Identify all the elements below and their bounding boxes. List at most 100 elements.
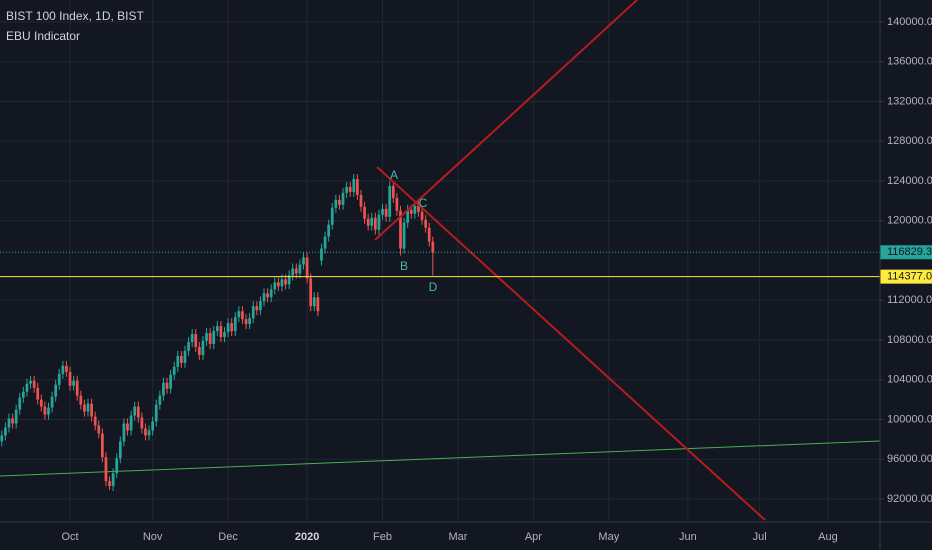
candle-body [172,366,176,375]
candle-body [0,435,4,442]
candle-body [165,382,169,389]
candle-body [32,380,36,388]
y-tick-label: 120000.00 [887,215,932,227]
y-tick-label: 96000.00 [887,453,932,465]
candle-body [320,248,323,261]
candle-body [97,425,101,434]
candle-body [363,206,366,219]
candle-body [4,427,7,436]
candle-body [241,311,244,320]
candle-body [420,211,424,220]
candle-body [255,306,259,311]
candle-body [402,222,406,249]
candle-body [316,297,320,312]
candle-body [75,380,79,396]
x-tick-label: Feb [373,531,392,543]
candle-body [269,289,273,298]
candle-body [305,257,309,279]
candle-body [373,217,377,230]
price-lines: 116829.39 114377.02 [0,245,932,284]
candle-body [162,382,165,396]
candle-body [86,403,90,412]
y-tick-label: 132000.00 [887,95,932,107]
candle-body [57,373,61,385]
candle-body [399,210,402,249]
annotation: A [390,168,398,182]
y-tick-label: 128000.00 [887,135,932,147]
candle-body [248,318,251,325]
candle-body [68,371,72,386]
candle-body [65,365,68,372]
candle-body [194,334,198,347]
candle-body [140,417,144,429]
candle-body [83,404,86,412]
y-tick-label: 140000.00 [887,16,932,28]
candle-body [18,397,22,410]
candle-body [226,323,230,333]
candle-body [384,208,388,217]
price-label: 114377.02 [887,271,932,283]
x-tick-label: Dec [218,531,238,543]
candle-body [197,346,201,355]
x-tick-label: 2020 [295,531,319,543]
candle-body [266,293,269,298]
candle-body [212,331,216,344]
candle-body [36,387,40,400]
candle-body [424,219,427,228]
annotation: B [400,259,408,273]
candle-body [395,197,399,211]
candle-body [21,391,25,398]
candle-body [183,350,187,363]
candle-body [370,217,374,226]
candle-body [136,406,140,418]
y-tick-label: 112000.00 [887,294,932,306]
trend-line [374,0,638,241]
y-tick-label: 104000.00 [887,374,932,386]
candle-body [409,209,413,214]
x-tick-label: May [598,531,619,543]
candle-body [72,380,75,386]
candle-body [244,319,248,325]
candle-body [334,199,338,208]
candle-body [356,179,359,195]
candle-body [108,481,111,487]
candle-body [273,282,277,290]
candle-body [377,214,381,230]
candle-body [230,323,234,332]
candle-body [291,268,295,276]
candle-body [25,383,29,392]
candle-body [187,342,190,351]
y-tick-label: 108000.00 [887,334,932,346]
candle-body [115,458,119,474]
candle-body [327,224,331,237]
candle-body [176,355,180,367]
candle-body [90,403,93,417]
candle-body [352,179,356,192]
candle-body [431,241,435,253]
candle-body [309,278,313,307]
x-tick-label: Aug [818,531,838,543]
candle-body [417,205,420,212]
candle-body [79,395,83,405]
candle-body [126,423,129,431]
x-tick-label: Jun [679,531,697,543]
candle-body [427,227,431,242]
y-tick-label: 136000.00 [887,56,932,68]
candle-body [348,186,352,192]
candle-body [201,341,205,355]
y-tick-label: 100000.00 [887,413,932,425]
price-label-box [880,245,932,260]
trend-line [376,166,766,521]
candle-body [43,406,47,415]
candle-body [29,380,32,384]
candle-body [413,205,417,214]
candle-body [287,275,291,285]
candle-body [251,306,255,319]
candle-body [345,186,348,193]
candle-body [280,279,284,287]
candle-body [208,333,212,344]
y-tick-label: 124000.00 [887,175,932,187]
candle-body [284,279,287,285]
candle-body [14,409,18,424]
